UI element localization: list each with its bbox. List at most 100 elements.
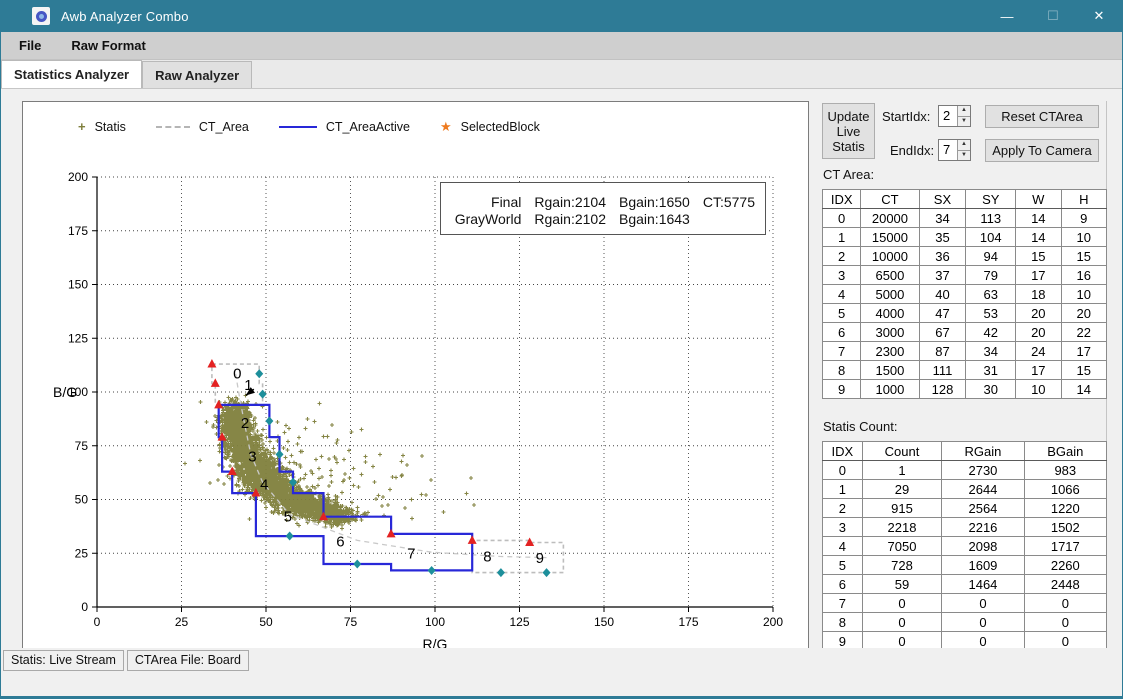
block-label: 0 <box>233 366 241 383</box>
table-cell: 24 <box>1016 342 1061 361</box>
statis-marker-icon: + <box>78 122 86 132</box>
ct-area-table: IDXCTSXSYWH02000034113149115000351041410… <box>822 189 1107 399</box>
update-live-statis-button[interactable]: Update Live Statis <box>822 103 875 159</box>
maximize-button[interactable]: ☐ <box>1030 0 1076 32</box>
table-cell: 9 <box>1061 209 1106 228</box>
column-header[interactable]: Count <box>862 442 942 461</box>
column-header[interactable]: SX <box>919 190 966 209</box>
table-cell: 2 <box>823 499 863 518</box>
y-tick-label: 25 <box>75 546 89 560</box>
table-cell: 20 <box>1016 304 1061 323</box>
table-cell: 47 <box>919 304 966 323</box>
table-cell: 2448 <box>1024 575 1106 594</box>
tab-statistics-analyzer[interactable]: Statistics Analyzer <box>1 60 142 88</box>
apply-to-camera-button[interactable]: Apply To Camera <box>985 139 1099 162</box>
column-header[interactable]: H <box>1061 190 1106 209</box>
app-icon <box>32 7 50 25</box>
title-bar: Awb Analyzer Combo — ☐ ✕ <box>1 0 1122 32</box>
table-cell: 728 <box>862 556 942 575</box>
table-row[interactable]: 7000 <box>823 594 1107 613</box>
table-cell: 14 <box>1016 209 1061 228</box>
table-cell: 17 <box>1061 342 1106 361</box>
endidx-down-arrow[interactable]: ▼ <box>958 151 970 161</box>
endidx-spinner[interactable]: 7 ▲ ▼ <box>938 139 971 161</box>
column-header[interactable]: RGain <box>942 442 1024 461</box>
chart-legend: +StatisCT_AreaCT_AreaActive★SelectedBloc… <box>78 120 540 134</box>
table-row[interactable]: 02000034113149 <box>823 209 1107 228</box>
x-tick-label: 175 <box>678 615 698 629</box>
startidx-up-arrow[interactable]: ▲ <box>958 106 970 117</box>
app-window: Awb Analyzer Combo — ☐ ✕ File Raw Format… <box>0 0 1123 699</box>
table-cell: 113 <box>966 209 1016 228</box>
block-label: 3 <box>248 449 256 466</box>
table-row[interactable]: 81500111311715 <box>823 361 1107 380</box>
legend-label: CT_AreaActive <box>326 120 410 134</box>
menu-raw-format[interactable]: Raw Format <box>59 38 157 53</box>
table-cell: 0 <box>942 613 1024 632</box>
startidx-spinner[interactable]: 2 ▲ ▼ <box>938 105 971 127</box>
x-tick-label: 0 <box>94 615 101 629</box>
column-header[interactable]: W <box>1016 190 1061 209</box>
table-row[interactable]: 8000 <box>823 613 1107 632</box>
table-cell: 5 <box>823 304 861 323</box>
startidx-down-arrow[interactable]: ▼ <box>958 117 970 127</box>
annotation-cell: Bgain:1643 <box>619 211 690 227</box>
table-row[interactable]: 572816092260 <box>823 556 1107 575</box>
table-cell: 34 <box>919 209 966 228</box>
table-row[interactable]: 7230087342417 <box>823 342 1107 361</box>
column-header[interactable]: CT <box>861 190 919 209</box>
table-cell: 2564 <box>942 499 1024 518</box>
table-cell: 17 <box>1016 266 1061 285</box>
table-row[interactable]: 012730983 <box>823 461 1107 480</box>
table-cell: 1220 <box>1024 499 1106 518</box>
table-row[interactable]: 115000351041410 <box>823 228 1107 247</box>
table-row[interactable]: 21000036941515 <box>823 247 1107 266</box>
annotation-cell: Final <box>455 194 522 210</box>
table-cell: 7 <box>823 342 861 361</box>
startidx-value: 2 <box>939 106 957 126</box>
table-row[interactable]: 91000128301014 <box>823 380 1107 399</box>
table-cell: 2218 <box>862 518 942 537</box>
reset-ctarea-button[interactable]: Reset CTArea <box>985 105 1099 128</box>
column-header[interactable]: SY <box>966 190 1016 209</box>
table-cell: 15 <box>1016 247 1061 266</box>
block-edge-diamond <box>428 566 436 575</box>
y-tick-label: 50 <box>75 493 89 507</box>
column-header[interactable]: IDX <box>823 442 863 461</box>
table-row[interactable]: 3221822161502 <box>823 518 1107 537</box>
tab-raw-analyzer[interactable]: Raw Analyzer <box>142 61 252 88</box>
table-row[interactable]: 3650037791716 <box>823 266 1107 285</box>
table-row[interactable]: 12926441066 <box>823 480 1107 499</box>
table-cell: 1609 <box>942 556 1024 575</box>
table-row[interactable]: 4500040631810 <box>823 285 1107 304</box>
table-cell: 7050 <box>862 537 942 556</box>
close-button[interactable]: ✕ <box>1076 0 1122 32</box>
minimize-button[interactable]: — <box>984 0 1030 32</box>
table-cell: 2730 <box>942 461 1024 480</box>
table-cell: 53 <box>966 304 1016 323</box>
table-row[interactable]: 6300067422022 <box>823 323 1107 342</box>
endidx-up-arrow[interactable]: ▲ <box>958 140 970 151</box>
table-cell: 36 <box>919 247 966 266</box>
block-label: 2 <box>241 415 249 432</box>
table-cell: 42 <box>966 323 1016 342</box>
block-edge-diamond <box>265 417 273 426</box>
column-header[interactable]: BGain <box>1024 442 1106 461</box>
ct_area-marker-icon <box>156 126 190 128</box>
y-tick-label: 150 <box>68 278 88 292</box>
table-row[interactable]: 65914642448 <box>823 575 1107 594</box>
ct-area-title: CT Area: <box>823 167 874 182</box>
table-row[interactable]: 4705020981717 <box>823 537 1107 556</box>
table-cell: 2098 <box>942 537 1024 556</box>
annotation-cell: GrayWorld <box>455 211 522 227</box>
table-row[interactable]: 5400047532020 <box>823 304 1107 323</box>
table-cell: 0 <box>1024 594 1106 613</box>
table-cell: 9 <box>823 380 861 399</box>
table-row[interactable]: 291525641220 <box>823 499 1107 518</box>
block-edge-diamond <box>259 390 267 399</box>
tab-bar: Statistics Analyzer Raw Analyzer <box>1 60 1122 88</box>
table-cell: 0 <box>862 613 942 632</box>
menu-file[interactable]: File <box>7 38 53 53</box>
table-cell: 0 <box>1024 613 1106 632</box>
column-header[interactable]: IDX <box>823 190 861 209</box>
